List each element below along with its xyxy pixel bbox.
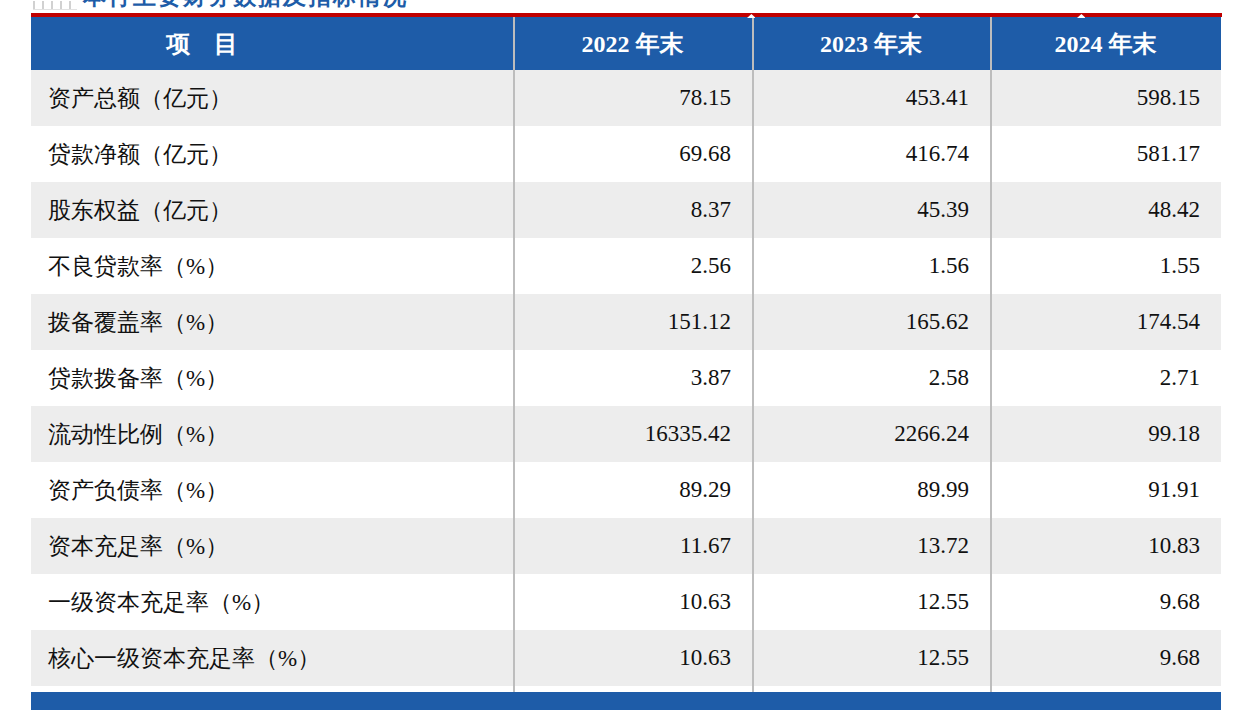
cell-value: 2266.24 — [752, 421, 990, 447]
column-divider — [990, 17, 992, 710]
cell-value: 8.37 — [513, 197, 752, 223]
header-cell-2022: 2022 年末 — [513, 28, 752, 60]
cell-value: 3.87 — [513, 365, 752, 391]
header-cell-item: 项 目 — [31, 28, 513, 60]
clipped-title-fragment: 本行主要财务数据及指标情况 — [83, 0, 408, 10]
row-label: 贷款拨备率（%） — [31, 363, 513, 394]
cell-value: 2.71 — [990, 365, 1221, 391]
cell-value: 48.42 — [990, 197, 1221, 223]
cell-value: 10.83 — [990, 533, 1221, 559]
cell-value: 1.56 — [752, 253, 990, 279]
table-row: 不良贷款率（%） 2.56 1.56 1.55 — [31, 238, 1221, 294]
cell-value: 1.55 — [990, 253, 1221, 279]
table-header-row: 项 目 2022 年末 2023 年末 2024 年末 — [31, 17, 1221, 70]
row-label: 一级资本充足率（%） — [31, 587, 513, 618]
column-divider — [752, 17, 754, 710]
column-divider — [513, 17, 515, 710]
clipped-gray-text-fragment — [33, 1, 77, 10]
cell-value: 91.91 — [990, 477, 1221, 503]
cell-value: 598.15 — [990, 85, 1221, 111]
cell-value: 89.99 — [752, 477, 990, 503]
table-row: 贷款拨备率（%） 3.87 2.58 2.71 — [31, 350, 1221, 406]
cell-value: 10.63 — [513, 645, 752, 671]
cell-value: 2.56 — [513, 253, 752, 279]
row-label: 流动性比例（%） — [31, 419, 513, 450]
cell-value: 12.55 — [752, 645, 990, 671]
financial-indicators-table: 项 目 2022 年末 2023 年末 2024 年末 资产总额（亿元） 78.… — [31, 17, 1221, 686]
row-label: 贷款净额（亿元） — [31, 139, 513, 170]
header-cell-2023: 2023 年末 — [752, 28, 990, 60]
cell-value: 581.17 — [990, 141, 1221, 167]
cell-value: 12.55 — [752, 589, 990, 615]
cell-value: 165.62 — [752, 309, 990, 335]
cell-value: 45.39 — [752, 197, 990, 223]
table-row: 资产总额（亿元） 78.15 453.41 598.15 — [31, 70, 1221, 126]
row-label: 资产负债率（%） — [31, 475, 513, 506]
cell-value: 10.63 — [513, 589, 752, 615]
cell-value: 89.29 — [513, 477, 752, 503]
cell-value: 453.41 — [752, 85, 990, 111]
cell-value: 9.68 — [990, 589, 1221, 615]
table-row: 核心一级资本充足率（%） 10.63 12.55 9.68 — [31, 630, 1221, 686]
row-label: 股东权益（亿元） — [31, 195, 513, 226]
table-row: 资本充足率（%） 11.67 13.72 10.83 — [31, 518, 1221, 574]
cell-value: 416.74 — [752, 141, 990, 167]
row-label: 不良贷款率（%） — [31, 251, 513, 282]
cell-value: 11.67 — [513, 533, 752, 559]
cell-value: 174.54 — [990, 309, 1221, 335]
header-cell-2024: 2024 年末 — [990, 28, 1221, 60]
cell-value: 2.58 — [752, 365, 990, 391]
table-row: 流动性比例（%） 16335.42 2266.24 99.18 — [31, 406, 1221, 462]
table-row: 贷款净额（亿元） 69.68 416.74 581.17 — [31, 126, 1221, 182]
cell-value: 78.15 — [513, 85, 752, 111]
cell-value: 69.68 — [513, 141, 752, 167]
cell-value: 9.68 — [990, 645, 1221, 671]
cell-value: 13.72 — [752, 533, 990, 559]
row-label: 资本充足率（%） — [31, 531, 513, 562]
table-row: 拨备覆盖率（%） 151.12 165.62 174.54 — [31, 294, 1221, 350]
cell-value: 151.12 — [513, 309, 752, 335]
row-label: 核心一级资本充足率（%） — [31, 643, 513, 674]
row-label: 拨备覆盖率（%） — [31, 307, 513, 338]
cell-value: 99.18 — [990, 421, 1221, 447]
table-row: 股东权益（亿元） 8.37 45.39 48.42 — [31, 182, 1221, 238]
table-row: 资产负债率（%） 89.29 89.99 91.91 — [31, 462, 1221, 518]
cell-value: 16335.42 — [513, 421, 752, 447]
table-row: 一级资本充足率（%） 10.63 12.55 9.68 — [31, 574, 1221, 630]
row-label: 资产总额（亿元） — [31, 83, 513, 114]
clipped-next-section-bar — [31, 692, 1221, 710]
document-page: 本行主要财务数据及指标情况 项 目 2022 年末 2023 年末 2024 年… — [0, 0, 1250, 710]
